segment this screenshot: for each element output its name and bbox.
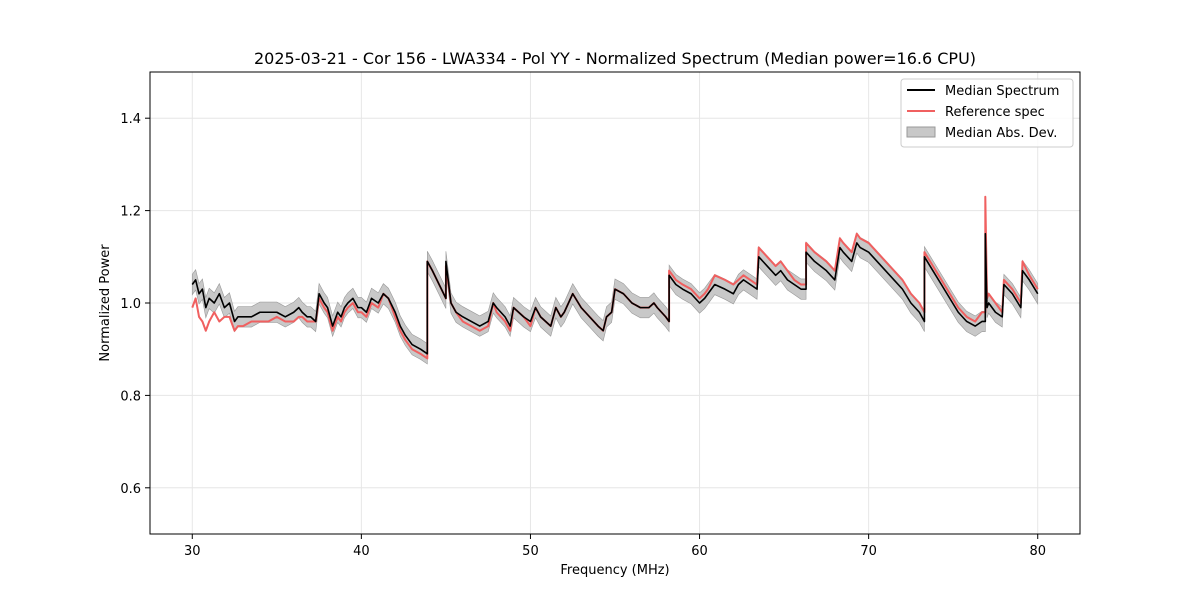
x-tick-label: 40: [353, 544, 370, 559]
x-axis-label: Frequency (MHz): [560, 563, 669, 578]
legend-mad-label: Median Abs. Dev.: [945, 126, 1057, 141]
x-tick-label: 50: [522, 544, 539, 559]
x-tick-label: 80: [1029, 544, 1046, 559]
y-tick-label: 1.2: [120, 205, 141, 220]
ticks: 30 40 50 60 70 80 0.6 0.8 1.0 1.2 1.4: [120, 112, 1046, 559]
y-tick-label: 1.0: [120, 297, 141, 312]
chart-title: 2025-03-21 - Cor 156 - LWA334 - Pol YY -…: [254, 49, 976, 68]
y-tick-label: 1.4: [120, 112, 141, 127]
legend-mad-swatch: [906, 126, 936, 138]
y-tick-label: 0.6: [120, 482, 141, 497]
x-tick-label: 60: [691, 544, 708, 559]
legend-box: [900, 78, 1074, 148]
legend: Median Spectrum Reference spec Median Ab…: [900, 78, 1074, 148]
x-tick-label: 30: [184, 544, 201, 559]
plot-area: [191, 195, 1039, 365]
y-tick-label: 0.8: [120, 389, 141, 404]
y-axis-label: Normalized Power: [98, 244, 113, 362]
x-tick-label: 70: [860, 544, 877, 559]
legend-median-label: Median Spectrum: [945, 84, 1059, 99]
median-spectrum-line: [191, 232, 1039, 355]
legend-reference-label: Reference spec: [945, 105, 1045, 120]
